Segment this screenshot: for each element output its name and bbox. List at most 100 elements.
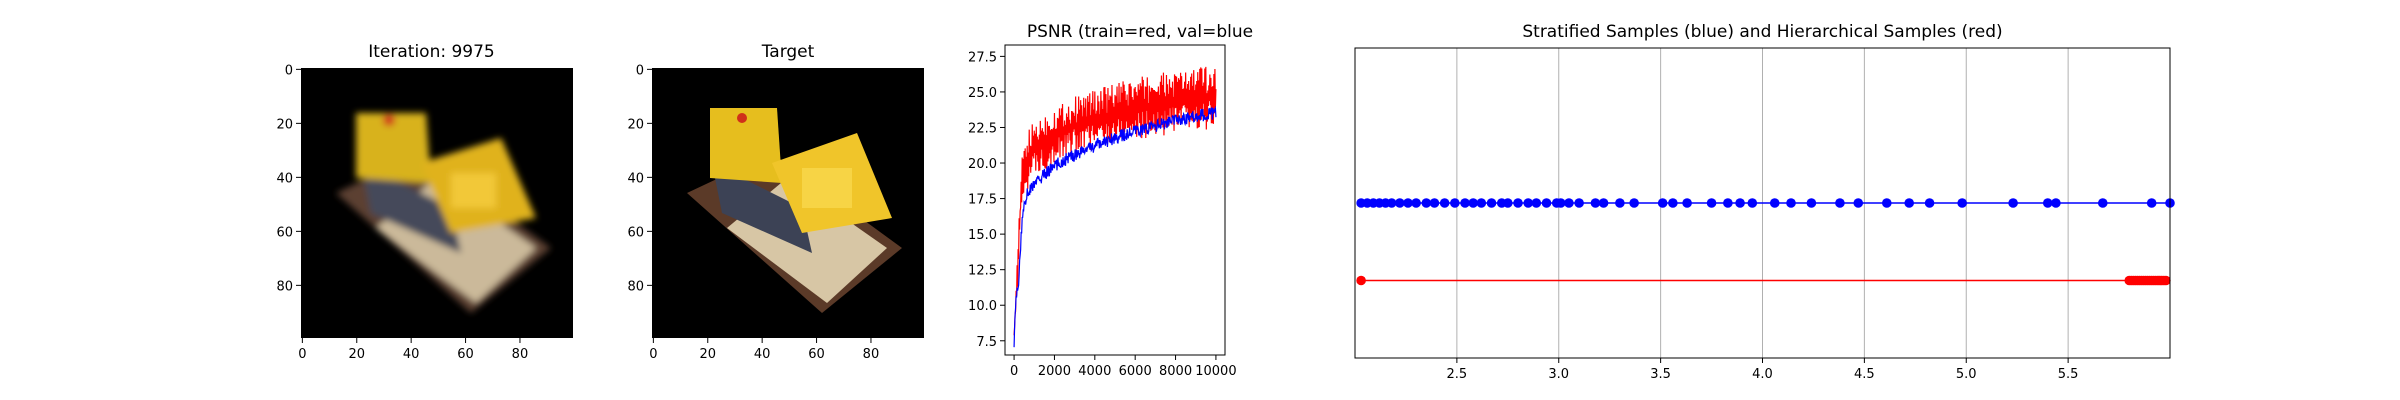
stratified-sample-point [1468,198,1478,208]
samples-chart: 2.5 3.0 3.5 4.0 4.5 5.0 5.5 [1354,47,2175,382]
stratified-sample-point [1904,198,1914,208]
stratified-sample-point [2146,198,2157,208]
psnr-y-tick-label: 12.5 [968,264,997,279]
stratified-sample-point [1564,198,1574,208]
pred-image [301,68,573,338]
stratified-sample-point [1421,198,1432,208]
stratified-sample-point [1555,198,1566,208]
stratified-sample-point [1523,198,1533,208]
stratified-sample-point [1747,198,1758,208]
stratified-sample-point [1403,198,1413,208]
hierarchical-sample-point [1356,275,1366,286]
y-tick-label: 0 [285,63,293,78]
psnr-x-tick-label: 8000 [1159,364,1192,379]
stratified-sample-point [1668,198,1678,208]
stratified-sample-point [1386,198,1397,208]
psnr-title: PSNR (train=red, val=blue [1026,22,1254,42]
stratified-sample-point [1590,198,1601,208]
stratified-sample-point [1706,198,1717,208]
pred-yticks: 0 20 40 60 80 [276,63,301,294]
stratified-sample-point [1615,198,1625,208]
psnr-y-tick-label: 15.0 [968,228,997,243]
stratified-sample-point [1769,198,1780,208]
psnr-x-tick-label: 4000 [1078,364,1111,379]
x-tick-label: 60 [457,347,474,362]
psnr-x-tick-label: 0 [1010,364,1018,379]
x-tick-label: 20 [348,347,365,362]
pred-title: Iteration: 9975 [368,42,495,62]
y-tick-label: 40 [276,171,293,186]
samples-x-tick-label: 5.0 [1956,367,1977,382]
stratified-sample-point [2008,198,2018,208]
x-tick-label: 40 [754,347,771,362]
stratified-sample-point [1476,198,1487,208]
stratified-sample-point [1450,198,1460,208]
x-tick-label: 60 [808,347,825,362]
pred-axes: 0 20 40 60 80 0 20 40 60 80 [276,63,528,362]
stratified-sample-point [1786,198,1796,208]
stratified-sample-point [1531,198,1542,208]
train-psnr-line [1013,66,1217,336]
stratified-sample-point [1853,198,1864,208]
target-yticks: 0 20 40 60 80 [627,63,652,294]
y-tick-label: 60 [627,225,644,240]
y-tick-label: 20 [276,117,293,132]
val-psnr-line [1013,105,1217,348]
hierarchical-sample-point [2161,275,2171,286]
psnr-y-tick-label: 17.5 [968,193,997,208]
stratified-sample-point [1629,198,1639,208]
y-tick-label: 80 [276,279,293,294]
target-image [652,68,924,338]
psnr-plot-frame [1004,44,1226,356]
samples-x-tick-label: 3.0 [1548,367,1569,382]
stratified-sample-point [1723,198,1733,208]
stratified-sample-point [1541,198,1552,208]
y-tick-label: 60 [276,225,293,240]
target-title: Target [761,42,815,62]
samples-title: Stratified Samples (blue) and Hierarchic… [1522,22,2003,42]
stratified-sample-point [1429,198,1440,208]
samples-x-tick-label: 5.5 [2058,367,2079,382]
stratified-sample-point [1682,198,1692,208]
stratified-sample-point [1957,198,1967,208]
x-tick-label: 80 [512,347,529,362]
psnr-y-tick-label: 10.0 [968,299,997,314]
stratified-sample-point [2097,198,2108,208]
stratified-sample-point [1657,198,1668,208]
stratified-sample-point [1503,198,1513,208]
psnr-y-tick-label: 22.5 [968,121,997,136]
pred-image-scene [336,113,551,313]
y-tick-label: 20 [627,117,644,132]
psnr-y-tick-label: 20.0 [968,157,997,172]
stratified-sample-point [2051,198,2061,208]
stratified-sample-point [1411,198,1421,208]
samples-x-tick-label: 4.5 [1854,367,1875,382]
pred-xticks: 0 20 40 60 80 [298,338,528,362]
psnr-y-tick-label: 7.5 [976,335,997,350]
stratified-sample-point [1486,198,1497,208]
stratified-sample-point [1574,198,1584,208]
target-axes: 0 20 40 60 80 0 20 40 60 80 [627,63,879,362]
y-tick-label: 40 [627,171,644,186]
target-xticks: 0 20 40 60 80 [649,338,879,362]
x-tick-label: 20 [699,347,716,362]
psnr-chart: 0 2000 4000 6000 8000 10000 7.5 10.0 12.5 15.0 17.… [968,44,1237,379]
stratified-sample-point [1395,198,1405,208]
samples-x-tick-label: 3.5 [1650,367,1671,382]
x-tick-label: 40 [403,347,420,362]
samples-x-tick-label: 4.0 [1752,367,1773,382]
stratified-sample-point [1806,198,1817,208]
target-image-scene [687,108,902,313]
x-tick-label: 0 [649,347,657,362]
stratified-sample-point [1513,198,1523,208]
stratified-sample-point [1735,198,1745,208]
psnr-x-tick-label: 2000 [1038,364,1071,379]
stratified-sample-point [1439,198,1450,208]
stratified-sample-point [1924,198,1935,208]
samples-x-tick-label: 2.5 [1447,367,1468,382]
stratified-sample-point [1460,198,1470,208]
stratified-sample-point [1835,198,1845,208]
stratified-sample-point [1598,198,1609,208]
psnr-y-tick-label: 25.0 [968,86,997,101]
psnr-x-tick-label: 6000 [1119,364,1152,379]
